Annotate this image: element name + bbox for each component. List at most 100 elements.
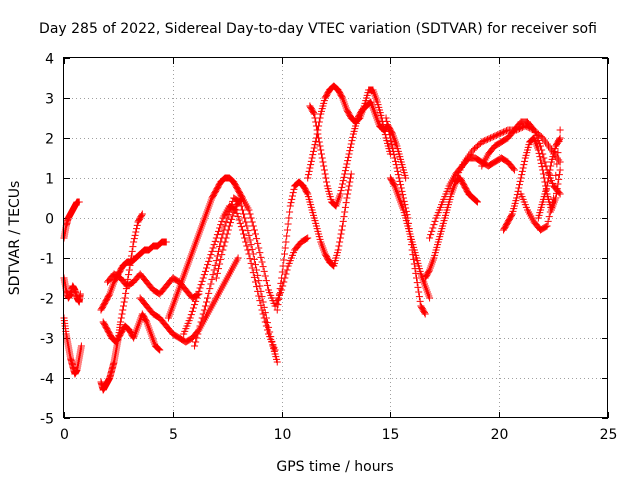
data-point (472, 197, 480, 205)
data-point (343, 160, 351, 168)
data-point (219, 246, 227, 254)
data-point (214, 247, 222, 255)
data-point (516, 177, 524, 185)
data-point (132, 228, 140, 236)
data-point (241, 214, 249, 222)
data-point (188, 307, 196, 315)
data-point (552, 171, 560, 179)
data-point (75, 198, 83, 206)
data-point (554, 149, 562, 157)
data-point (517, 174, 525, 182)
data-point (336, 234, 344, 242)
data-point (231, 205, 239, 213)
y-axis-label: SDTVAR / TECUs (7, 181, 23, 296)
series-arc-3 (60, 314, 85, 378)
data-point (555, 175, 563, 183)
data-point (268, 337, 276, 345)
data-point (222, 234, 230, 242)
data-point (479, 137, 487, 145)
data-point (261, 272, 269, 280)
data-point (420, 309, 428, 317)
series-arc-15 (306, 98, 410, 210)
data-point (277, 279, 285, 287)
data-point (393, 164, 401, 172)
data-point (129, 243, 137, 251)
data-point (536, 153, 544, 161)
data-point (122, 289, 130, 297)
data-point (382, 114, 390, 122)
data-point (242, 238, 250, 246)
data-point (537, 156, 545, 164)
data-point (315, 134, 323, 142)
data-point (545, 213, 553, 221)
data-point (192, 297, 200, 305)
data-point (218, 251, 226, 259)
data-point (481, 137, 489, 145)
data-point (547, 203, 555, 211)
data-point (280, 278, 288, 286)
data-point (121, 294, 129, 302)
x-axis-label: GPS time / hours (276, 459, 393, 475)
data-point (274, 301, 282, 309)
data-point (513, 191, 521, 199)
data-point (386, 131, 394, 139)
data-point (395, 174, 403, 182)
data-point (203, 298, 211, 306)
x-tick-label: 5 (169, 427, 178, 443)
data-point (282, 270, 290, 278)
data-point (391, 157, 399, 165)
series-arc-6 (99, 310, 164, 354)
series-arc-23 (517, 126, 564, 234)
data-point (236, 219, 244, 227)
data-point (200, 271, 208, 279)
data-point (553, 189, 561, 197)
data-point (341, 208, 349, 216)
series-arc-7 (104, 270, 203, 302)
data-point (338, 93, 346, 101)
data-point (205, 257, 213, 265)
data-point (253, 266, 261, 274)
data-point (138, 210, 146, 218)
data-point (345, 182, 353, 190)
data-point (516, 181, 524, 189)
data-point (125, 271, 133, 279)
data-point (306, 164, 314, 172)
data-point (396, 177, 404, 185)
data-point (285, 214, 293, 222)
data-point (342, 199, 350, 207)
data-point (344, 153, 352, 161)
data-point (250, 255, 258, 263)
data-point (307, 157, 315, 165)
data-point (260, 267, 268, 275)
data-point (317, 146, 325, 154)
data-point (317, 150, 325, 158)
data-point (349, 133, 357, 141)
data-point (138, 211, 146, 219)
data-point (537, 159, 545, 167)
data-point (341, 170, 349, 178)
data-point (213, 269, 221, 277)
data-point (421, 310, 429, 318)
data-point (334, 246, 342, 254)
data-point (518, 167, 526, 175)
data-point (286, 202, 294, 210)
data-point (240, 230, 248, 238)
data-point (308, 154, 316, 162)
data-point (341, 203, 349, 211)
data-point (484, 135, 492, 143)
data-point (346, 178, 354, 186)
data-point (386, 134, 394, 142)
data-point (307, 161, 315, 169)
data-point (312, 137, 320, 145)
data-point (312, 122, 320, 130)
data-point (318, 154, 326, 162)
data-point (125, 266, 133, 274)
data-point (288, 192, 296, 200)
data-point (549, 199, 557, 207)
data-point (426, 294, 434, 302)
data-point (207, 280, 215, 288)
data-point (305, 167, 313, 175)
data-point (323, 178, 331, 186)
data-point (217, 221, 225, 229)
